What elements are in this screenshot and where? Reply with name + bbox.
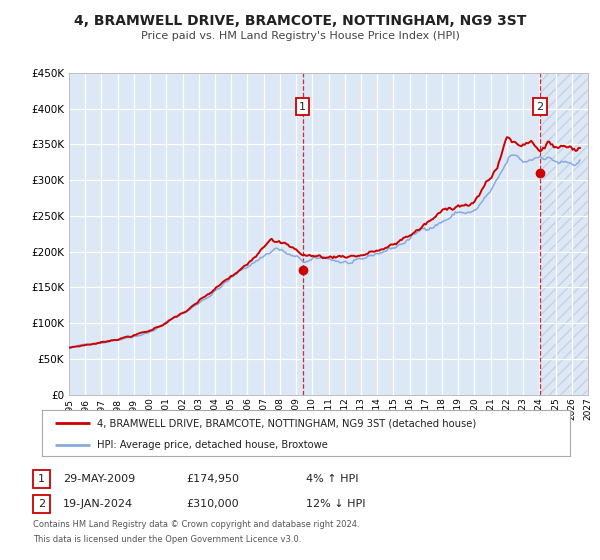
- Text: 12% ↓ HPI: 12% ↓ HPI: [306, 499, 365, 509]
- Text: 19-JAN-2024: 19-JAN-2024: [63, 499, 133, 509]
- Text: 4, BRAMWELL DRIVE, BRAMCOTE, NOTTINGHAM, NG9 3ST: 4, BRAMWELL DRIVE, BRAMCOTE, NOTTINGHAM,…: [74, 14, 526, 28]
- Text: 1: 1: [38, 474, 45, 484]
- Text: 2: 2: [38, 499, 45, 509]
- Text: Price paid vs. HM Land Registry's House Price Index (HPI): Price paid vs. HM Land Registry's House …: [140, 31, 460, 41]
- Text: HPI: Average price, detached house, Broxtowe: HPI: Average price, detached house, Brox…: [97, 440, 328, 450]
- Text: This data is licensed under the Open Government Licence v3.0.: This data is licensed under the Open Gov…: [33, 535, 301, 544]
- Text: 29-MAY-2009: 29-MAY-2009: [63, 474, 135, 484]
- Text: £174,950: £174,950: [186, 474, 239, 484]
- Bar: [540, 73, 588, 395]
- Text: 2: 2: [536, 101, 544, 111]
- Text: 4, BRAMWELL DRIVE, BRAMCOTE, NOTTINGHAM, NG9 3ST (detached house): 4, BRAMWELL DRIVE, BRAMCOTE, NOTTINGHAM,…: [97, 418, 476, 428]
- Text: 4% ↑ HPI: 4% ↑ HPI: [306, 474, 359, 484]
- Text: £310,000: £310,000: [186, 499, 239, 509]
- Text: Contains HM Land Registry data © Crown copyright and database right 2024.: Contains HM Land Registry data © Crown c…: [33, 520, 359, 529]
- Text: 1: 1: [299, 101, 306, 111]
